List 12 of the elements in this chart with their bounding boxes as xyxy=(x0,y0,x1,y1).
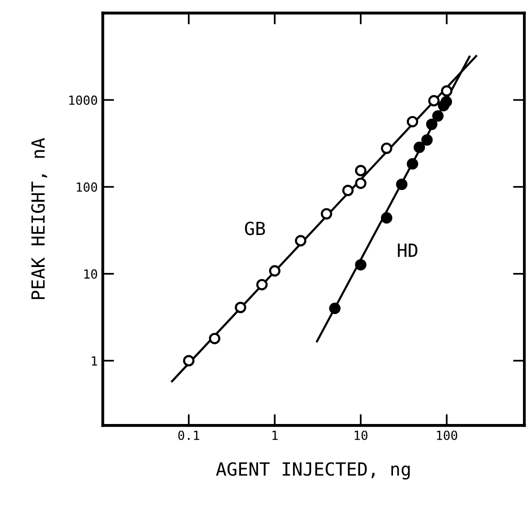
x-tick-label: 0.1 xyxy=(178,430,200,440)
x-axis-title: AGENT INJECTED, ng xyxy=(216,462,410,480)
x-tick-label: 10 xyxy=(354,430,368,440)
x-tick-label: 100 xyxy=(436,430,458,440)
y-tick-label: 1 xyxy=(92,356,98,366)
annotation: HD xyxy=(398,244,418,257)
y-axis-title: PEAK HEIGHT, nA xyxy=(31,138,48,300)
annotation: GB xyxy=(244,222,265,236)
y-tick-label: 10 xyxy=(84,269,98,279)
y-tick-label: 100 xyxy=(76,182,98,192)
y-tick-label: 1000 xyxy=(69,95,98,105)
x-tick-label: 1 xyxy=(272,430,278,440)
